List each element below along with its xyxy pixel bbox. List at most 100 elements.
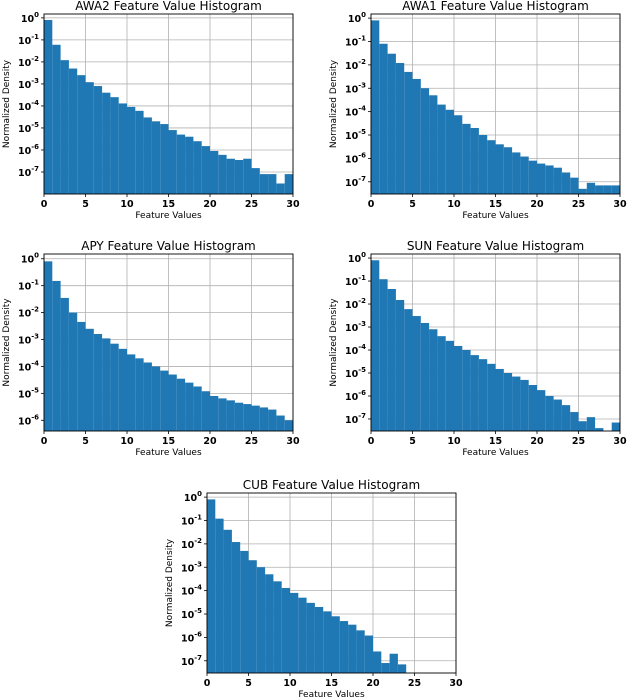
y-axis-label: Normalized Density (329, 298, 339, 387)
histogram-bar (545, 165, 554, 194)
histogram-bar (68, 312, 78, 431)
y-tick-label: 10-6 (18, 143, 39, 157)
histogram-bar (259, 174, 269, 194)
histogram-bar (77, 75, 86, 194)
histogram-bar (243, 404, 252, 431)
histogram-bar (143, 117, 152, 194)
histogram-bar (93, 86, 103, 194)
x-tick-label: 30 (613, 436, 627, 447)
y-tick-label: 10-2 (345, 58, 366, 72)
histogram-bar (395, 299, 405, 431)
histogram-bar (193, 141, 202, 194)
histogram-bar (495, 368, 504, 431)
y-tick-label: 100 (21, 252, 39, 266)
histogram-bar (586, 182, 596, 194)
y-tick-label: 10-3 (345, 320, 366, 334)
y-tick-label: 10-2 (181, 537, 202, 551)
y-tick-label: 10-7 (18, 165, 39, 179)
histogram-bar (118, 103, 127, 194)
histogram-bar (248, 560, 257, 673)
histogram-bar (284, 174, 293, 194)
chart-panel: 0 5 10 15 20 25 30 100 10-1 10-2 10-3 10-4 10-5 10-6 1… (2, 0, 300, 221)
histogram-bar (207, 499, 216, 673)
y-tick-label: 100 (184, 490, 202, 504)
y-tick-label: 10-6 (181, 630, 202, 644)
y-tick-label: 10-4 (345, 105, 366, 119)
histogram-bar (160, 370, 169, 431)
histogram-bar (429, 329, 438, 431)
y-tick-label: 10-5 (18, 386, 39, 400)
y-tick-label: 10-5 (181, 607, 202, 621)
histogram-bar (151, 366, 161, 431)
histogram-bar (265, 574, 274, 673)
histogram-bar (44, 261, 53, 431)
histogram-bar (561, 172, 571, 194)
histogram-bar (306, 602, 315, 673)
histogram-bar (420, 88, 430, 194)
y-tick-label: 10-4 (18, 99, 39, 113)
histogram-bar (256, 567, 266, 673)
histogram-bar (445, 109, 454, 194)
histogram-bar (251, 405, 260, 431)
histogram-bar (578, 421, 587, 431)
y-tick-label: 10-4 (18, 359, 39, 373)
histogram-bar (520, 156, 529, 194)
histogram-bar (44, 20, 53, 194)
histogram-bar (268, 409, 277, 431)
histogram-bar (545, 395, 554, 431)
histogram-bar (185, 382, 194, 431)
histogram-bar (226, 400, 235, 431)
histogram-bar (478, 135, 488, 194)
chart-title: CUB Feature Value Histogram (243, 478, 420, 492)
histogram-bar (201, 146, 210, 194)
y-tick-label: 10-1 (181, 513, 202, 527)
histogram-bar (389, 653, 398, 673)
x-tick-label: 15 (489, 436, 502, 447)
histogram-bar (437, 104, 446, 194)
x-tick-label: 15 (162, 436, 175, 447)
histogram-bar (595, 185, 604, 194)
histogram-bar (102, 338, 111, 431)
histogram-bar (218, 398, 227, 431)
histogram-bar (503, 372, 513, 431)
y-tick-label: 10-4 (181, 584, 202, 598)
histogram-bar (135, 358, 144, 431)
histogram-bar (412, 316, 421, 431)
histogram-bar (595, 428, 604, 431)
histogram-bar (135, 110, 144, 194)
histogram-bar (503, 147, 513, 194)
y-tick-label: 10-2 (18, 55, 39, 69)
histogram-bar (371, 20, 380, 194)
y-axis-label: Normalized Density (2, 59, 12, 148)
histogram-bar (537, 390, 546, 431)
x-tick-label: 10 (447, 199, 461, 210)
y-axis-label: Normalized Density (2, 298, 12, 387)
x-tick-label: 25 (245, 199, 258, 210)
histogram-bar (168, 374, 177, 431)
histogram-bar (234, 160, 244, 194)
y-tick-label: 10-6 (18, 413, 39, 427)
x-axis-label: Feature Values (135, 211, 202, 221)
chart-panel: 0 5 10 15 20 25 30 100 10-1 10-2 10-3 10-4 10-5 10-6 1… (329, 0, 627, 221)
histogram-bar (77, 321, 86, 431)
x-tick-label: 10 (283, 678, 297, 689)
histogram-bar (553, 399, 562, 431)
histogram-bar (586, 417, 596, 431)
histogram-bar (68, 68, 78, 194)
histogram-bar (176, 134, 186, 194)
y-tick-label: 10-4 (345, 343, 366, 357)
histogram-bar (118, 348, 127, 431)
x-tick-label: 15 (162, 199, 175, 210)
y-tick-label: 10-6 (345, 151, 366, 165)
y-tick-label: 10-1 (18, 33, 39, 47)
histogram-bar (276, 183, 285, 194)
chart-panel: 0 5 10 15 20 25 30 100 10-1 10-2 10-3 10-4 10-5 10-6 A… (2, 239, 300, 458)
x-tick-label: 5 (82, 199, 89, 210)
y-tick-label: 10-1 (345, 274, 366, 288)
y-tick-label: 10-6 (345, 389, 366, 403)
x-axis-label: Feature Values (298, 690, 365, 700)
histogram-bar (570, 412, 579, 431)
histogram-bar (243, 158, 252, 194)
y-tick-label: 10-1 (18, 279, 39, 293)
